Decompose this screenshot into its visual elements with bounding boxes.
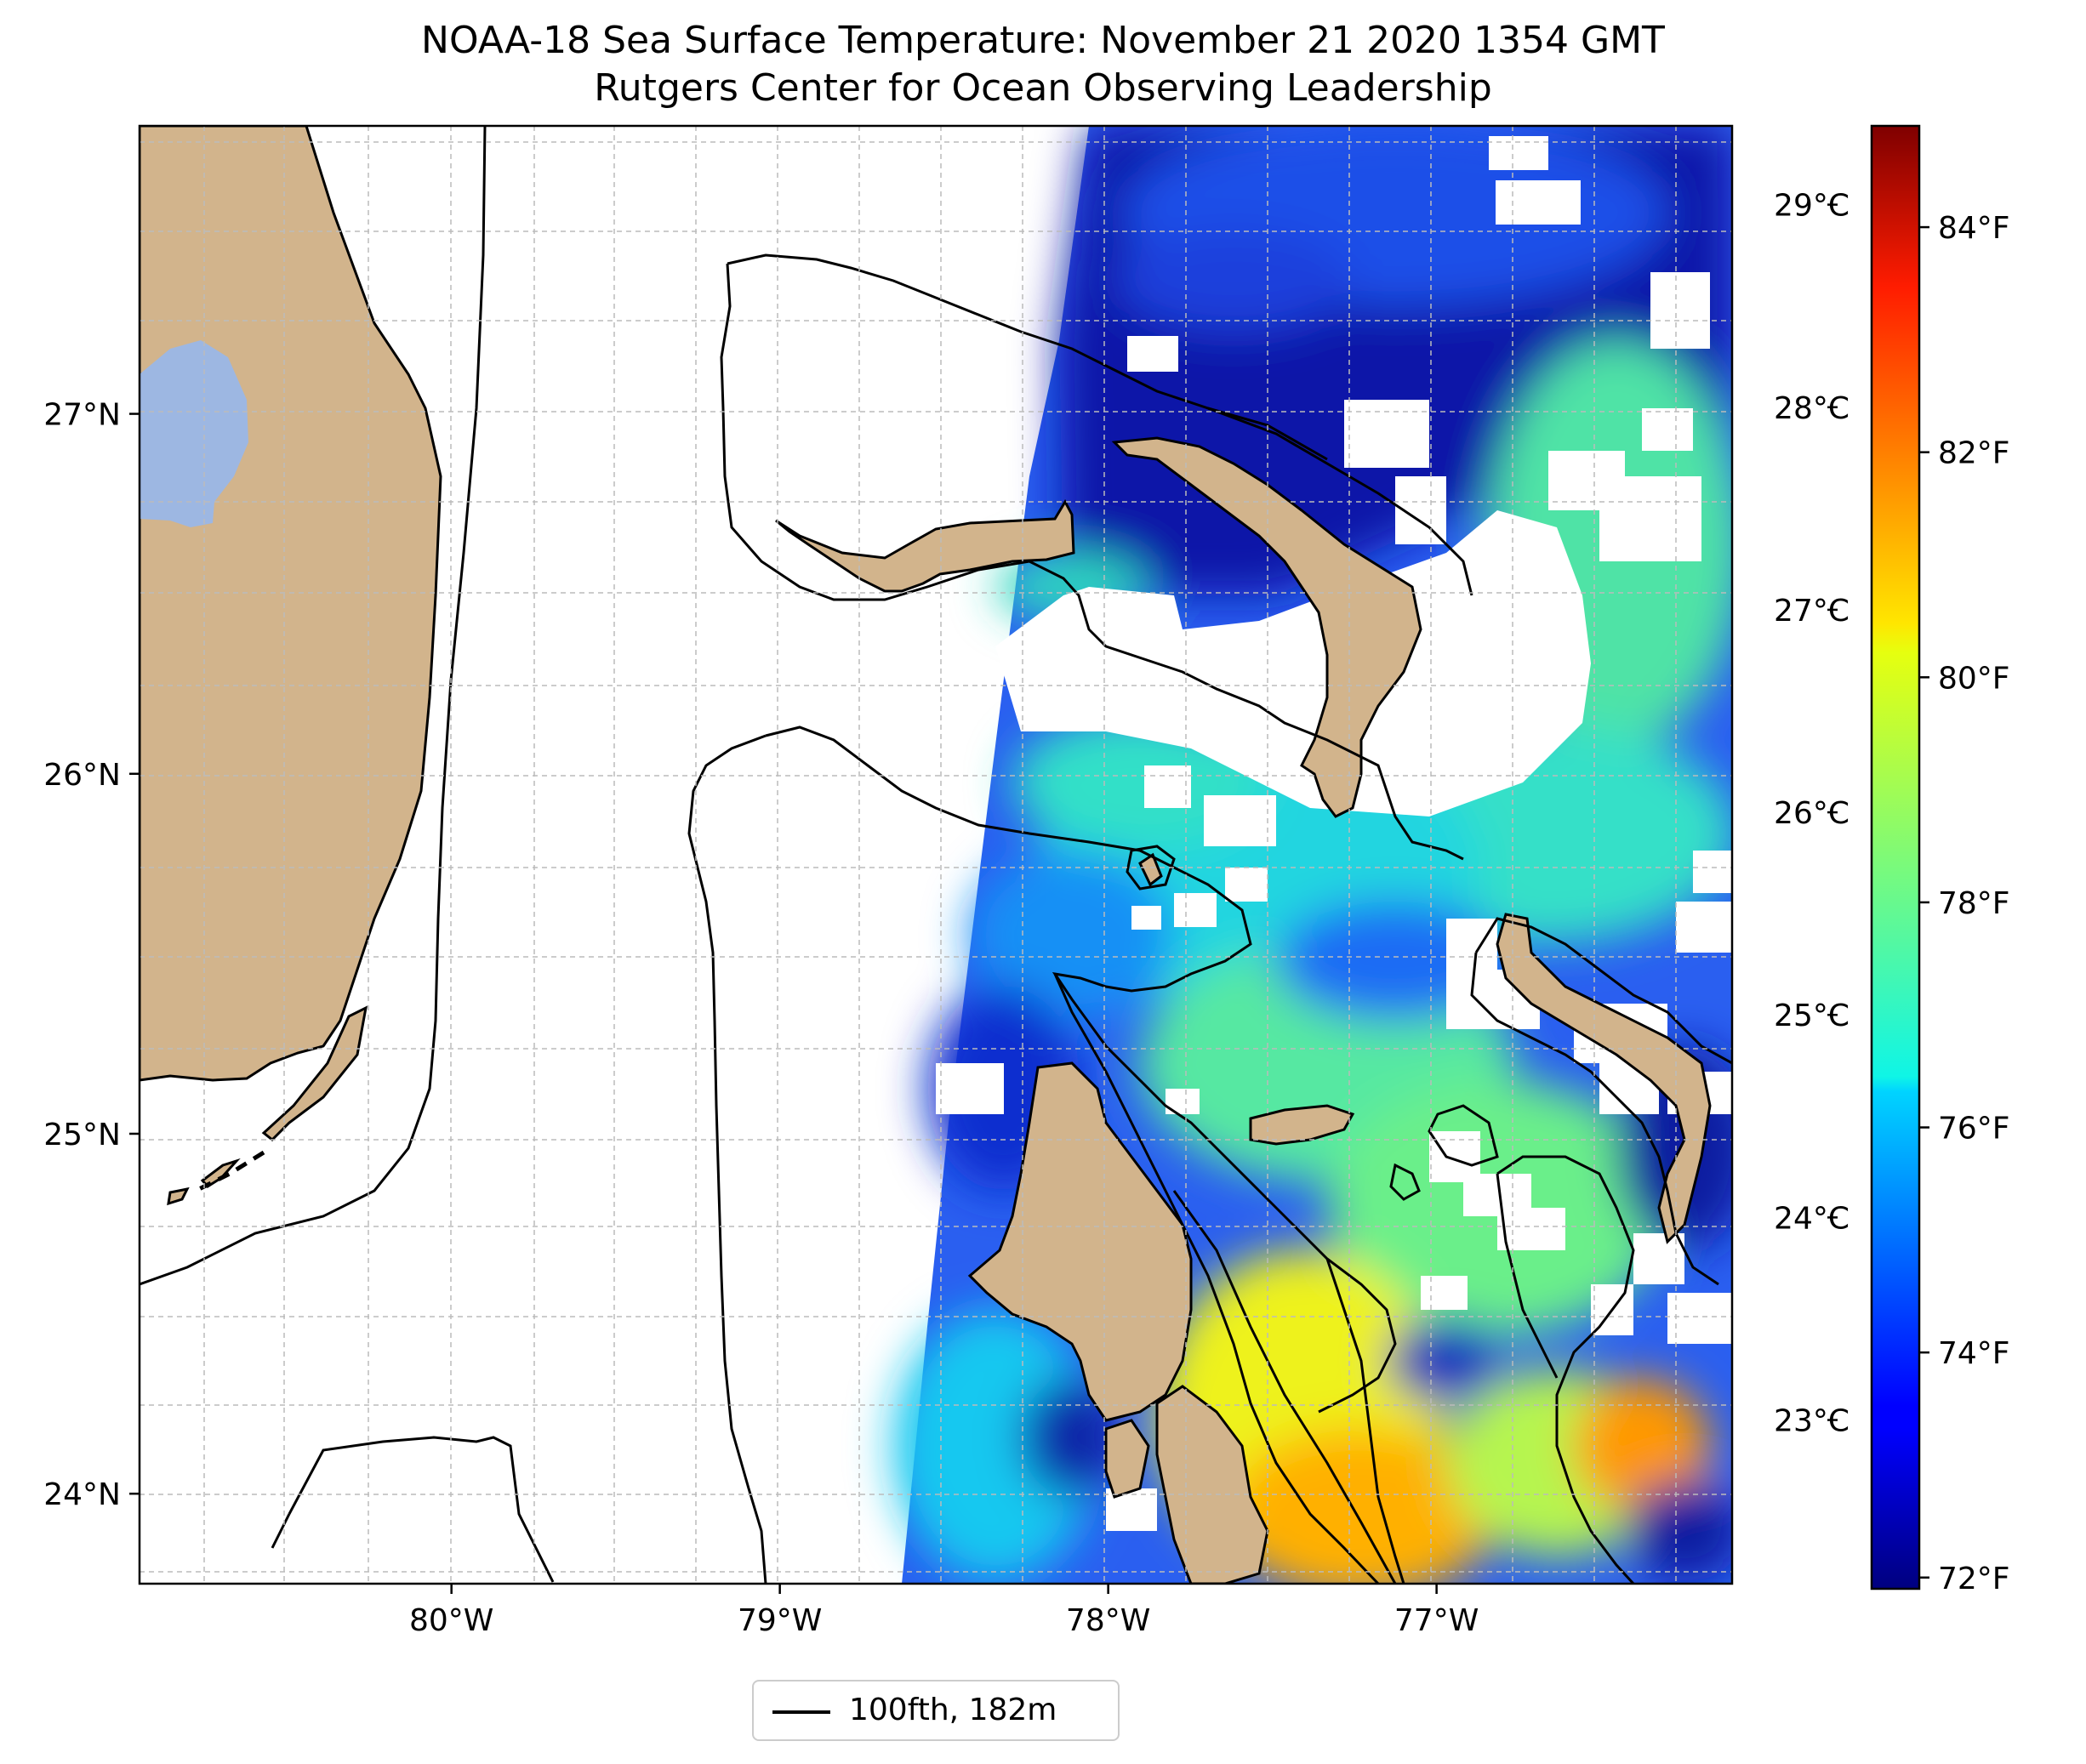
lake-okeechobee	[140, 340, 248, 527]
colorbar-c-tick-label: 28°C	[1774, 391, 1849, 426]
map-subtitle: Rutgers Center for Ocean Observing Leade…	[594, 66, 1492, 110]
colorbar-c-tick-label: 29°C	[1774, 189, 1849, 224]
colorbar-c-tick-label: 27°C	[1774, 594, 1849, 629]
colorbar-frame	[1870, 124, 1921, 1590]
lon-tick-label: 78°W	[1066, 1603, 1150, 1638]
map-frame	[138, 124, 1734, 1585]
lat-tick-label: 25°N	[43, 1118, 121, 1152]
lon-tick-label: 77°W	[1394, 1603, 1479, 1638]
colorbar-f-tick-label: 76°F	[1938, 1112, 2010, 1147]
colorbar-c-tick-label: 23°C	[1774, 1404, 1849, 1439]
colorbar-f-tick-label: 82°F	[1938, 436, 2010, 471]
map-legend: 100fth, 182m	[752, 1680, 1120, 1741]
colorbar-gradient	[1872, 126, 1919, 1589]
colorbar-axes: 72°F 74°F 76°F 78°F 80°F 82°F 84°F 23°C 24°C 25°C…	[1774, 189, 2009, 1596]
gridlines	[140, 126, 1732, 1584]
colorbar-c-tick-label: 26°C	[1774, 796, 1849, 831]
colorbar-f-tick-label: 74°F	[1938, 1336, 2010, 1371]
map-area	[140, 126, 1732, 1584]
colorbar: 72°F 74°F 76°F 78°F 80°F 82°F 84°F 23°C 24°C 25°C…	[1774, 124, 2010, 1596]
lon-tick-label: 79°W	[738, 1603, 822, 1638]
reef-dashes	[194, 1150, 265, 1193]
lat-tick-label: 26°N	[43, 758, 121, 793]
colorbar-f-tick-label: 78°F	[1938, 886, 2010, 921]
lon-tick-label: 80°W	[409, 1603, 493, 1638]
lat-tick-label: 24°N	[43, 1477, 121, 1512]
colorbar-f-tick-label: 80°F	[1938, 661, 2010, 696]
colorbar-c-tick-label: 24°C	[1774, 1201, 1849, 1236]
colorbar-c-tick-label: 25°C	[1774, 999, 1849, 1033]
map-axes: 80°W 79°W 78°W 77°W 27°N 26°N 25°N 24°N	[43, 398, 1479, 1638]
isobath-contours	[140, 126, 1732, 1584]
legend-line-swatch	[772, 1710, 830, 1714]
lat-tick-label: 27°N	[43, 398, 121, 433]
legend-label: 100fth, 182m	[849, 1693, 1057, 1727]
colorbar-f-tick-label: 84°F	[1938, 211, 2010, 246]
colorbar-f-tick-label: 72°F	[1938, 1562, 2010, 1596]
map-title: NOAA-18 Sea Surface Temperature: Novembe…	[421, 19, 1665, 62]
